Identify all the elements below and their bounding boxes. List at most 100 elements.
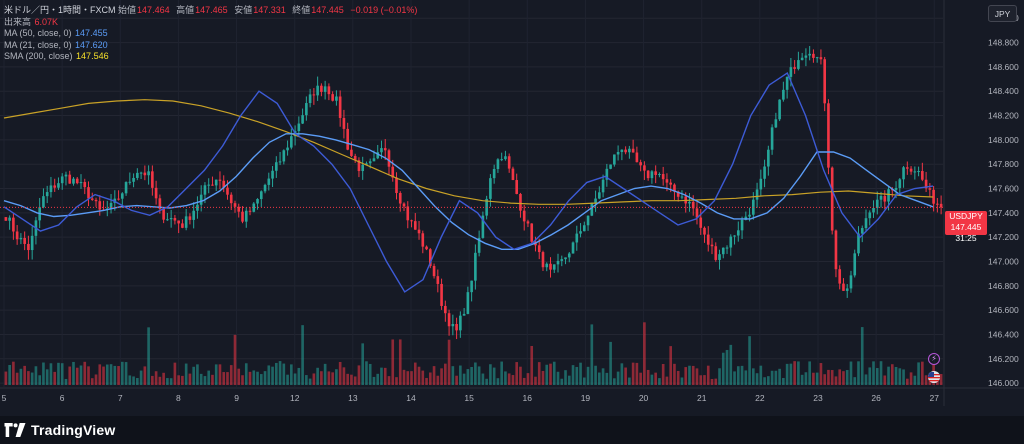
volume-bar xyxy=(402,369,406,385)
volume-bar xyxy=(676,370,680,385)
ma50-line[interactable] xyxy=(3,133,934,251)
volume-bar xyxy=(98,364,102,385)
volume-bar xyxy=(282,363,286,385)
candle-body xyxy=(19,237,23,240)
volume-bar xyxy=(331,372,334,385)
volume-bar xyxy=(132,376,135,385)
volume-bar xyxy=(785,363,789,385)
candle-body xyxy=(541,252,545,268)
x-tick-label: 23 xyxy=(813,393,823,403)
dividend-event-icon[interactable]: ⚡ xyxy=(928,353,940,365)
legend-open-value: 147.464 xyxy=(137,5,170,15)
volume-bar xyxy=(323,363,327,385)
candle-body xyxy=(470,280,473,293)
candle-body xyxy=(906,167,909,169)
volume-bar xyxy=(136,378,139,385)
volume-bar xyxy=(387,376,391,385)
volume-bar xyxy=(902,369,905,385)
candle-body xyxy=(545,263,549,268)
volume-bar xyxy=(94,374,98,385)
volume-bar xyxy=(740,365,744,385)
x-tick-label: 5 xyxy=(2,393,7,403)
tradingview-logo-text: TradingView xyxy=(31,422,116,438)
candle-body xyxy=(199,194,203,205)
volume-bar xyxy=(391,339,395,385)
candle-body xyxy=(658,174,661,176)
candle-body xyxy=(282,150,286,162)
y-tick-label: 146.800 xyxy=(988,281,1019,291)
volume-bar xyxy=(214,364,218,385)
candle-body xyxy=(158,198,162,209)
volume-bar xyxy=(744,370,748,385)
tradingview-logo[interactable]: TradingView xyxy=(4,420,115,440)
volume-bar xyxy=(703,375,706,385)
legend-symbol[interactable]: 米ドル／円・1時間・FXCM xyxy=(4,5,116,15)
volume-bar xyxy=(564,370,567,385)
volume-bar xyxy=(800,374,804,385)
volume-bar xyxy=(921,361,924,385)
candle-body xyxy=(383,148,387,151)
y-tick-label: 147.400 xyxy=(988,208,1019,218)
candle-body xyxy=(639,162,642,166)
candle-body xyxy=(173,218,177,221)
candle-body xyxy=(459,315,462,331)
currency-button[interactable]: JPY xyxy=(988,5,1017,22)
volume-bar xyxy=(102,366,105,385)
legend-ma50-row[interactable]: MA (50, close, 0) 147.455 xyxy=(4,28,421,40)
volume-bar xyxy=(83,361,87,385)
candle-body xyxy=(120,193,124,199)
candle-body xyxy=(455,324,458,331)
candle-body xyxy=(489,178,492,199)
volume-bar xyxy=(192,366,195,385)
legend-close-value: 147.445 xyxy=(311,5,344,15)
volume-bar xyxy=(710,378,714,385)
candle-body xyxy=(620,149,624,153)
candle-body xyxy=(601,179,605,193)
volume-bar xyxy=(181,375,184,385)
volume-bar xyxy=(256,371,259,385)
volume-bar xyxy=(327,371,331,385)
candle-body xyxy=(42,196,45,208)
volume-bar xyxy=(410,371,413,385)
us-flag-event-icon[interactable] xyxy=(928,371,940,383)
volume-bar xyxy=(226,372,229,385)
y-tick-label: 146.200 xyxy=(988,354,1019,364)
volume-bar xyxy=(15,372,19,385)
candle-body xyxy=(793,67,796,69)
candle-body xyxy=(237,206,241,212)
volume-bar xyxy=(845,370,849,385)
volume-bar xyxy=(380,367,383,385)
volume-bar xyxy=(688,365,691,385)
candle-body xyxy=(64,174,68,177)
candle-body xyxy=(402,203,406,207)
candle-body xyxy=(932,189,935,204)
candle-body xyxy=(331,94,334,101)
candle-body xyxy=(669,182,673,185)
volume-bar xyxy=(455,375,458,385)
volume-bar xyxy=(68,366,72,385)
legend-volume-row[interactable]: 出来高 6.07K xyxy=(4,17,421,29)
candle-body xyxy=(526,221,530,224)
sma200-line[interactable] xyxy=(3,99,934,205)
legend-sma200-row[interactable]: SMA (200, close) 147.546 xyxy=(4,51,421,63)
volume-bar xyxy=(79,365,83,385)
volume-bar xyxy=(207,370,211,385)
volume-bar xyxy=(105,364,109,385)
volume-bar xyxy=(804,372,808,385)
volume-bar xyxy=(793,361,796,385)
ma21-line[interactable] xyxy=(3,71,934,293)
volume-bar xyxy=(196,364,199,385)
candle-body xyxy=(755,189,759,200)
legend-ma21-row[interactable]: MA (21, close, 0) 147.620 xyxy=(4,40,421,52)
legend-volume-value: 6.07K xyxy=(34,16,59,27)
volume-bar xyxy=(609,341,612,385)
volume-bar xyxy=(669,346,673,385)
volume-bar xyxy=(819,363,823,385)
badge-symbol: USDJPY xyxy=(949,211,983,221)
volume-bar xyxy=(241,375,244,385)
volume-bar xyxy=(917,362,920,385)
volume-bar xyxy=(834,376,838,385)
volume-bar xyxy=(417,366,421,385)
